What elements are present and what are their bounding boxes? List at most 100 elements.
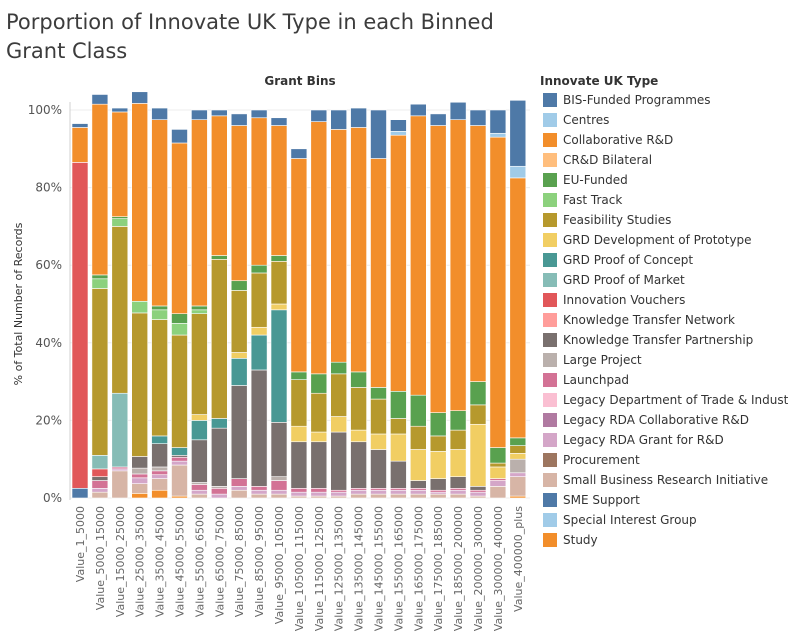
legend-item[interactable]: EU-Funded bbox=[540, 170, 788, 190]
legend-item[interactable]: BIS-Funded Programmes bbox=[540, 90, 788, 110]
bar-segment bbox=[509, 100, 527, 167]
bar-segment bbox=[230, 358, 248, 386]
bar-segment bbox=[270, 476, 288, 481]
column-header: Grant Bins bbox=[264, 74, 335, 88]
bar-segment bbox=[71, 123, 89, 128]
legend-item[interactable]: Launchpad bbox=[540, 370, 788, 390]
bar-segment bbox=[270, 303, 288, 311]
bar-segment bbox=[489, 447, 507, 464]
legend-item[interactable]: SME Support bbox=[540, 490, 788, 510]
bar-segment bbox=[429, 493, 447, 499]
legend-item[interactable]: Legacy RDA Grant for R&D bbox=[540, 430, 788, 450]
legend-item[interactable]: Small Business Research Initiative bbox=[540, 470, 788, 490]
bar-segment bbox=[310, 109, 328, 122]
legend-item[interactable]: Innovation Vouchers bbox=[540, 290, 788, 310]
legend-item[interactable]: Collaborative R&D bbox=[540, 130, 788, 150]
bar-segment bbox=[131, 477, 148, 484]
legend-label: Study bbox=[563, 533, 598, 547]
y-tick-label: 60% bbox=[35, 258, 62, 272]
legend-label: Special Interest Group bbox=[563, 513, 697, 527]
legend-item[interactable]: Legacy RDA Collaborative R&D bbox=[540, 410, 788, 430]
bar-segment bbox=[151, 466, 168, 472]
bar-segment bbox=[151, 309, 168, 320]
bar-segment bbox=[489, 136, 507, 448]
legend-label: CR&D Bilateral bbox=[563, 153, 653, 167]
legend-item[interactable]: Knowledge Transfer Network bbox=[540, 310, 788, 330]
bar-segment bbox=[409, 493, 427, 499]
bar-segment bbox=[151, 119, 168, 307]
legend-item[interactable]: GRD Development of Prototype bbox=[540, 230, 788, 250]
bar-segment bbox=[131, 473, 148, 479]
bar-segment bbox=[310, 392, 328, 433]
legend-item[interactable]: Legacy Department of Trade & Industry bbox=[540, 390, 788, 410]
legend-item[interactable]: Study bbox=[540, 530, 788, 550]
legend-item[interactable]: Special Interest Group bbox=[540, 510, 788, 530]
bar-segment bbox=[509, 437, 527, 446]
legend-item[interactable]: Procurement bbox=[540, 450, 788, 470]
legend-label: Legacy RDA Grant for R&D bbox=[563, 433, 724, 447]
bar-segment bbox=[290, 491, 308, 497]
bar-segment bbox=[469, 381, 487, 406]
x-tick-label: Value_35000_45000 bbox=[154, 506, 167, 617]
bar-segment bbox=[469, 486, 487, 491]
legend-swatch bbox=[543, 493, 557, 507]
bar-segment bbox=[230, 290, 248, 353]
y-tick-label: 100% bbox=[28, 103, 62, 117]
bar-segment bbox=[449, 119, 467, 411]
bar-segment bbox=[449, 476, 467, 489]
bar-segment bbox=[390, 489, 407, 495]
bar-segment bbox=[250, 109, 268, 119]
x-tick-label: Value_175000_185000 bbox=[432, 506, 445, 631]
bar-segment bbox=[370, 493, 387, 499]
legend-item[interactable]: Large Project bbox=[540, 350, 788, 370]
bar-segment bbox=[509, 445, 527, 454]
bar-segment bbox=[211, 493, 228, 499]
bar-segment bbox=[350, 429, 367, 443]
bar-segment bbox=[330, 416, 348, 433]
bar-segment bbox=[409, 394, 427, 427]
legend-label: Procurement bbox=[563, 453, 640, 467]
legend-swatch bbox=[543, 313, 557, 327]
bar-segment bbox=[151, 435, 168, 444]
bar-segment bbox=[270, 125, 288, 256]
legend-swatch bbox=[543, 173, 557, 187]
legend-label: Collaborative R&D bbox=[563, 133, 674, 147]
bar-segment bbox=[71, 487, 89, 499]
bar-segment bbox=[250, 334, 268, 371]
legend-item[interactable]: Knowledge Transfer Partnership bbox=[540, 330, 788, 350]
bar-segment bbox=[489, 132, 507, 138]
legend-item[interactable]: CR&D Bilateral bbox=[540, 150, 788, 170]
x-tick-label: Value_300000_400000 bbox=[492, 506, 505, 631]
bar-segment bbox=[270, 493, 288, 499]
legend-swatch bbox=[543, 433, 557, 447]
bar-segment bbox=[211, 427, 228, 487]
legend-label: EU-Funded bbox=[563, 173, 628, 187]
x-tick-label: Value_155000_165000 bbox=[392, 506, 405, 631]
bar-segment bbox=[191, 484, 208, 491]
bar-segment bbox=[489, 462, 507, 468]
legend-item[interactable]: GRD Proof of Concept bbox=[540, 250, 788, 270]
legend-item[interactable]: Centres bbox=[540, 110, 788, 130]
legend-label: Small Business Research Initiative bbox=[563, 473, 769, 487]
bar-segment bbox=[131, 493, 148, 499]
bar-segment bbox=[509, 453, 527, 460]
bar-segment bbox=[250, 117, 268, 266]
bar-segment bbox=[390, 119, 407, 132]
bar-segment bbox=[270, 480, 288, 491]
bar-segment bbox=[131, 300, 148, 314]
bar-segment bbox=[91, 480, 109, 489]
legend-item[interactable]: Feasibility Studies bbox=[540, 210, 788, 230]
bar-segment bbox=[489, 486, 507, 499]
bar-segment bbox=[489, 480, 507, 487]
legend-item[interactable]: GRD Proof of Market bbox=[540, 270, 788, 290]
bar-segment bbox=[350, 387, 367, 431]
bar-segment bbox=[131, 91, 148, 104]
y-tick-label: 80% bbox=[35, 181, 62, 195]
bar-segment bbox=[330, 129, 348, 363]
legend-item[interactable]: Fast Track bbox=[540, 190, 788, 210]
legend-swatch bbox=[543, 373, 557, 387]
bar-segment bbox=[270, 489, 288, 495]
bar-segment bbox=[211, 418, 228, 429]
bar-segment bbox=[449, 449, 467, 477]
bar-segment bbox=[250, 264, 268, 274]
